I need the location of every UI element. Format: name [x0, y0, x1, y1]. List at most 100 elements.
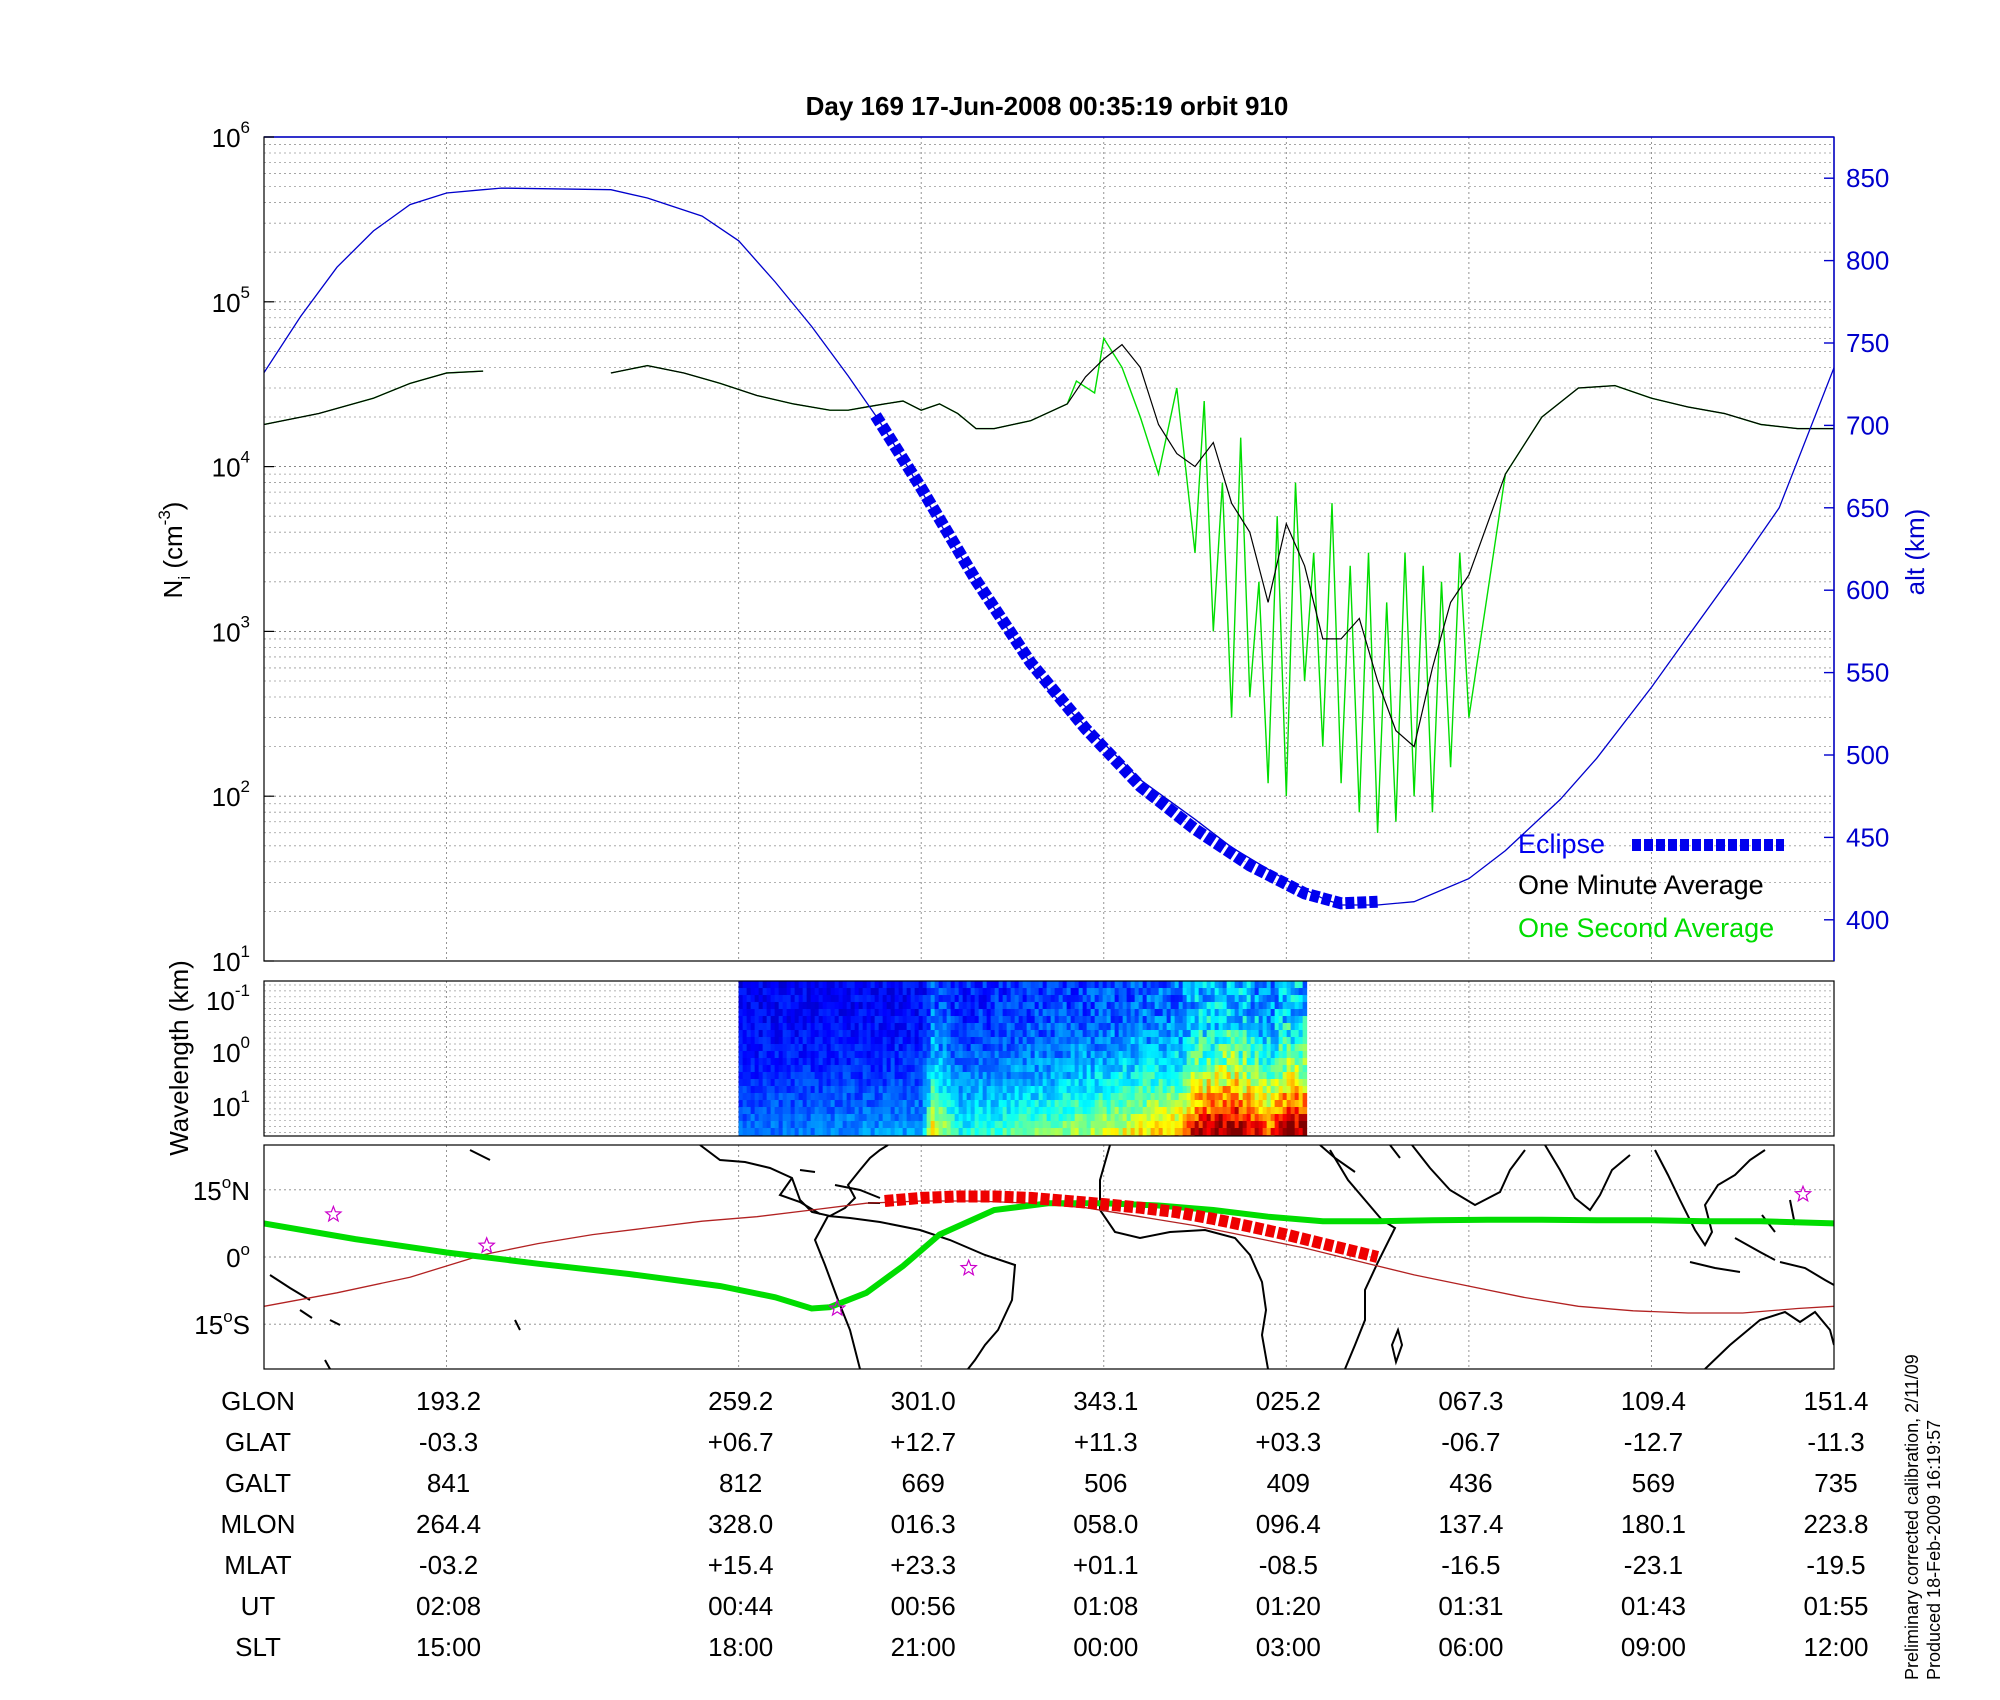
spectrogram-cell — [930, 1072, 936, 1080]
spectrogram-cell — [1214, 1044, 1220, 1052]
spectrogram-cell — [766, 1079, 772, 1087]
spectrogram-cell — [914, 1051, 920, 1059]
spectrogram-cell — [1178, 1002, 1184, 1010]
spectrogram-cell — [1230, 1093, 1236, 1101]
spectrogram-cell — [822, 1009, 828, 1017]
spectrogram-cell — [1278, 1121, 1284, 1129]
spectrogram-cell — [1158, 1093, 1164, 1101]
spectrogram-cell — [1174, 1079, 1180, 1087]
legend-one-minute: One Minute Average — [1518, 870, 1764, 900]
spectrogram-cell — [1206, 1023, 1212, 1031]
spectrogram-cell — [1214, 1107, 1220, 1115]
spectrogram-cell — [738, 1023, 744, 1031]
spectrogram-cell — [1086, 1016, 1092, 1024]
spectrogram-cell — [990, 1086, 996, 1094]
spectrogram-cell — [1002, 988, 1008, 996]
spectrogram-cell — [1158, 1121, 1164, 1129]
spectrogram-cell — [922, 1009, 928, 1017]
spectrogram-cell — [1202, 1086, 1208, 1094]
spectrogram-cell — [1202, 988, 1208, 996]
spectrogram-cell — [1290, 1044, 1296, 1052]
spectrogram-cell — [1038, 1121, 1044, 1129]
spectrogram-cell — [942, 1079, 948, 1087]
spectrogram-cell — [746, 1100, 752, 1108]
spectrogram-cell — [950, 1079, 956, 1087]
tick-base: 10 — [212, 123, 241, 153]
spectrogram-cell — [1258, 1065, 1264, 1073]
spectrogram-cell — [1182, 1044, 1188, 1052]
spectrogram-cell — [778, 1093, 784, 1101]
spectrogram-cell — [1030, 1023, 1036, 1031]
spectrogram-cell — [1234, 1023, 1240, 1031]
spectrogram-cell — [1198, 1100, 1204, 1108]
spectrogram-cell — [1002, 1100, 1008, 1108]
spectrogram-cell — [1290, 1086, 1296, 1094]
spectrogram-cell — [1106, 1065, 1112, 1073]
spectrogram-cell — [770, 988, 776, 996]
spectrogram-cell — [862, 995, 868, 1003]
spectrogram-cell — [1242, 1065, 1248, 1073]
spectrogram-cell — [994, 1114, 1000, 1122]
spectrogram-cell — [1042, 1107, 1048, 1115]
spectrogram-cell — [766, 1121, 772, 1129]
spectrogram-cell — [902, 1058, 908, 1066]
table-row-label: GLON — [221, 1386, 295, 1416]
eclipse-line — [870, 412, 1378, 910]
spectrogram-cell — [894, 981, 900, 989]
spectrogram-cell — [1190, 1107, 1196, 1115]
ni-label-exp: -3 — [155, 510, 174, 525]
spectrogram-cell — [854, 1128, 860, 1136]
spectrogram-cell — [942, 1121, 948, 1129]
spectrogram-cell — [1002, 1093, 1008, 1101]
spectrogram-cell — [990, 1044, 996, 1052]
spectrogram-cell — [946, 1016, 952, 1024]
spectrogram-cell — [1042, 1009, 1048, 1017]
spectrogram-cell — [902, 1065, 908, 1073]
spectrogram-cell — [1194, 1079, 1200, 1087]
spectrogram-cell — [1302, 1023, 1308, 1031]
spectrogram-cell — [1170, 1009, 1176, 1017]
spectrogram-cell — [894, 1128, 900, 1136]
spectrogram-cell — [874, 1051, 880, 1059]
spectrogram-cell — [1242, 1030, 1248, 1038]
spectrogram-cell — [838, 1002, 844, 1010]
spectrogram-cell — [1262, 1107, 1268, 1115]
spectrogram-cell — [858, 1002, 864, 1010]
spectrogram-cell — [870, 1086, 876, 1094]
spectrogram-cell — [874, 1009, 880, 1017]
spectrogram-cell — [950, 1086, 956, 1094]
spectrogram-cell — [1226, 1058, 1232, 1066]
spectrogram-cell — [1018, 1107, 1024, 1115]
table-cell: 058.0 — [1073, 1509, 1138, 1539]
spectrogram-cell — [1166, 1065, 1172, 1073]
spectrogram-cell — [1070, 995, 1076, 1003]
spectrogram-cell — [1266, 1121, 1272, 1129]
spectrogram-cell — [958, 1072, 964, 1080]
table-cell: 00:00 — [1073, 1632, 1138, 1662]
spectrogram-cell — [1050, 1023, 1056, 1031]
spectrogram-cell — [1022, 1009, 1028, 1017]
spectrogram-cell — [1018, 1079, 1024, 1087]
right-tick-label: 600 — [1846, 575, 1889, 605]
spectrogram-cell — [1078, 1051, 1084, 1059]
spectrogram-cell — [906, 1037, 912, 1045]
spectrogram-cell — [1178, 1065, 1184, 1073]
spectrogram-cell — [894, 1093, 900, 1101]
spectrogram-cell — [1178, 1058, 1184, 1066]
spectrogram-cell — [870, 1079, 876, 1087]
spectrogram-cell — [830, 1030, 836, 1038]
spectrogram-cell — [914, 1016, 920, 1024]
spectrogram-cell — [1198, 1044, 1204, 1052]
spectrogram-cell — [1122, 1009, 1128, 1017]
spectrogram-cell — [950, 1002, 956, 1010]
spectrogram-cell — [1210, 995, 1216, 1003]
spectrogram-cell — [1150, 1023, 1156, 1031]
spectrogram-cell — [842, 1037, 848, 1045]
spectrogram-cell — [794, 1044, 800, 1052]
spectrogram-cell — [990, 1016, 996, 1024]
spectrogram-cell — [890, 1100, 896, 1108]
spectrogram-cell — [1050, 995, 1056, 1003]
spectrogram-cell — [1102, 1044, 1108, 1052]
spectrogram-cell — [910, 1128, 916, 1136]
